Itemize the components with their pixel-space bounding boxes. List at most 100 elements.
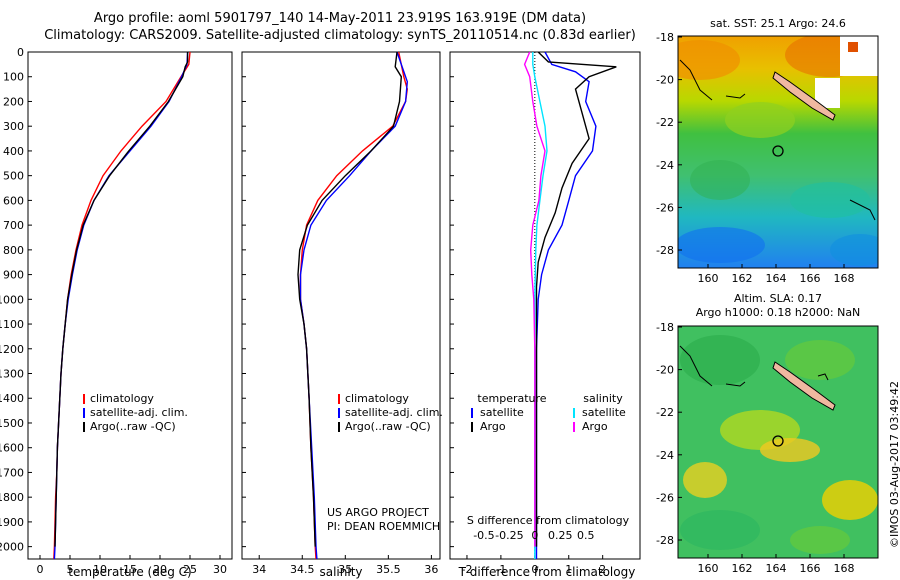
depth-tick-label: 1500 xyxy=(0,417,24,430)
difference-x-tick-label: 1 xyxy=(565,563,572,576)
depth-tick-label: 200 xyxy=(3,95,24,108)
salinity-diff-tick-label: 0.5 xyxy=(577,529,595,542)
pi-note: PI: DEAN ROEMMICH xyxy=(327,520,440,533)
difference-panel xyxy=(449,51,641,560)
salinity-diff-tick-label: 0.25 xyxy=(548,529,573,542)
temperature-x-axis-label: temperature (deg C) xyxy=(68,565,191,579)
salinity-plot-frame xyxy=(241,51,441,560)
depth-tick-label: 1300 xyxy=(0,368,24,381)
salinity-x-tick-label: 35.5 xyxy=(376,563,401,576)
depth-tick-label: 1200 xyxy=(0,343,24,356)
difference-x-tick-label: -2 xyxy=(461,563,472,576)
difference-salinity-legend-label: Argo xyxy=(582,420,608,433)
salinity-series-satellite-adj-clim- xyxy=(299,51,409,560)
sla-map-y-tick-label: -26 xyxy=(656,491,674,504)
salinity-diff-tick-label: -0.25 xyxy=(495,529,523,542)
salinity-x-tick-label: 34.5 xyxy=(290,563,315,576)
chart-title-line1: Argo profile: aoml 5901797_140 14-May-20… xyxy=(93,11,587,26)
temperature-x-tick-label: 20 xyxy=(153,563,167,576)
depth-tick-label: 600 xyxy=(3,194,24,207)
difference-series-salinity-argo xyxy=(523,51,546,547)
sla-map xyxy=(677,325,879,559)
sst-map-x-tick-label: 164 xyxy=(766,272,787,285)
depth-tick-label: 1700 xyxy=(0,466,24,479)
temperature-panel xyxy=(27,51,233,560)
salinity-x-axis-label: salinity xyxy=(319,565,362,579)
sla-map-patches xyxy=(679,335,878,554)
argo-location-marker-sla xyxy=(772,435,784,447)
depth-tick-label: 800 xyxy=(3,244,24,257)
salinity-diff-axis-title: S difference from climatology xyxy=(467,514,630,527)
sla-map-x-tick-label: 168 xyxy=(834,562,855,575)
sst-map-y-tick-label: -24 xyxy=(656,159,674,172)
salinity-x-tick-label: 35 xyxy=(338,563,352,576)
depth-tick-label: 100 xyxy=(3,71,24,84)
depth-tick-label: 1400 xyxy=(0,392,24,405)
temperature-x-tick-label: 25 xyxy=(183,563,197,576)
sst-map-y-tick-label: -22 xyxy=(656,116,674,129)
depth-tick-label: 2000 xyxy=(0,541,24,554)
sla-map-x-tick-label: 164 xyxy=(766,562,787,575)
depth-tick-label: 900 xyxy=(3,269,24,282)
difference-series-temperature-argo xyxy=(535,51,617,547)
salinity-x-tick-label: 36 xyxy=(424,563,438,576)
salinity-series-argo-raw-qc- xyxy=(297,51,403,547)
temperature-x-tick-label: 5 xyxy=(67,563,74,576)
sla-map-x-tick-label: 160 xyxy=(698,562,719,575)
difference-temperature-legend-label: Argo xyxy=(480,420,506,433)
temperature-series-argo-raw-qc- xyxy=(54,52,189,547)
depth-tick-label: 1900 xyxy=(0,516,24,529)
difference-legend-temperature-title: temperature xyxy=(477,392,546,405)
temperature-x-tick-label: 30 xyxy=(213,563,227,576)
salinity-legend-label: Argo(..raw -QC) xyxy=(345,420,431,433)
sla-map-title-line2: Argo h1000: 0.18 h2000: NaN xyxy=(695,306,861,319)
temperature-legend-label: satellite-adj. clim. xyxy=(90,406,188,419)
sla-map-y-tick-label: -20 xyxy=(656,364,674,377)
sst-map-x-tick-label: 162 xyxy=(732,272,753,285)
difference-x-axis-label: T difference from climatology xyxy=(458,565,636,579)
sla-map-y-tick-label: -22 xyxy=(656,406,674,419)
sst-map-patches xyxy=(678,36,878,266)
depth-tick-label: 1600 xyxy=(0,442,24,455)
depth-tick-label: 0 xyxy=(17,46,24,59)
sst-map-x-tick-label: 160 xyxy=(698,272,719,285)
depth-tick-label: 400 xyxy=(3,145,24,158)
sst-map-x-tick-label: 168 xyxy=(834,272,855,285)
depth-tick-label: 500 xyxy=(3,170,24,183)
project-note: US ARGO PROJECT xyxy=(327,506,429,519)
salinity-diff-tick-label: -0.5 xyxy=(473,529,494,542)
sla-map-title-line1: Altim. SLA: 0.17 xyxy=(733,292,823,305)
salinity-panel xyxy=(241,51,441,560)
sst-map-y-tick-label: -26 xyxy=(656,201,674,214)
chart-title-line2: Climatology: CARS2009. Satellite-adjuste… xyxy=(44,28,636,43)
difference-temperature-legend-label: satellite xyxy=(480,406,524,419)
salinity-diff-tick-label: 0 xyxy=(531,529,538,542)
salinity-x-tick-label: 34 xyxy=(252,563,266,576)
depth-tick-label: 1100 xyxy=(0,318,24,331)
sst-map-y-tick-label: -20 xyxy=(656,74,674,87)
sst-map-y-tick-label: -18 xyxy=(656,31,674,44)
temperature-plot-frame xyxy=(27,51,233,560)
sla-map-y-tick-label: -28 xyxy=(656,534,674,547)
temperature-legend-label: Argo(..raw -QC) xyxy=(90,420,176,433)
depth-tick-label: 300 xyxy=(3,120,24,133)
sst-map-title: sat. SST: 25.1 Argo: 24.6 xyxy=(710,17,846,30)
sst-map-x-tick-label: 166 xyxy=(800,272,821,285)
salinity-legend-label: climatology xyxy=(345,392,409,405)
temperature-x-tick-label: 0 xyxy=(37,563,44,576)
credit-timestamp: ©IMOS 03-Aug-2017 03:49:42 xyxy=(888,381,900,548)
depth-tick-label: 1800 xyxy=(0,491,24,504)
difference-salinity-legend-label: satellite xyxy=(582,406,626,419)
sla-map-y-tick-label: -18 xyxy=(656,321,674,334)
sla-map-x-tick-label: 162 xyxy=(732,562,753,575)
sst-map xyxy=(677,35,879,269)
sla-map-y-tick-label: -24 xyxy=(656,449,674,462)
difference-x-tick-label: -1 xyxy=(495,563,506,576)
temperature-x-tick-label: 15 xyxy=(123,563,137,576)
sla-map-x-tick-label: 166 xyxy=(800,562,821,575)
difference-x-tick-label: 0 xyxy=(531,563,538,576)
difference-plot-frame xyxy=(449,51,641,560)
depth-tick-label: 1000 xyxy=(0,293,24,306)
salinity-legend-label: satellite-adj. clim. xyxy=(345,406,443,419)
